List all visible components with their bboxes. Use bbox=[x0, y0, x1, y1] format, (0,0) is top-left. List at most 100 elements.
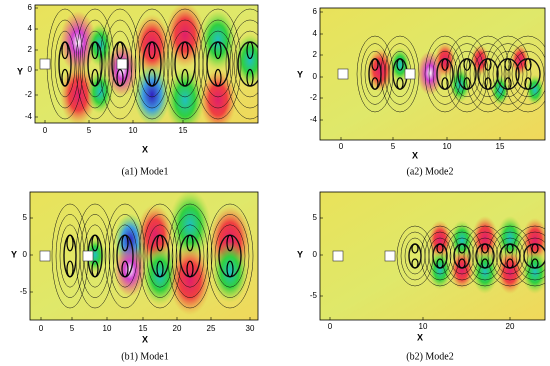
cylinder bbox=[39, 58, 51, 70]
streamline-core bbox=[186, 260, 194, 278]
vortex bbox=[165, 5, 205, 68]
streamline-core bbox=[181, 41, 189, 60]
streamline-core bbox=[148, 41, 156, 60]
y-tick-label: 5 bbox=[23, 213, 28, 222]
streamline bbox=[432, 50, 458, 98]
y-axis-label: Y bbox=[17, 66, 23, 76]
y-tick-label: -4 bbox=[310, 115, 318, 124]
streamline bbox=[519, 237, 545, 275]
streamline-core bbox=[524, 58, 532, 71]
streamline bbox=[198, 19, 238, 109]
streamline-core bbox=[214, 41, 222, 60]
streamline bbox=[441, 225, 483, 287]
streamline-core bbox=[246, 41, 254, 60]
streamline bbox=[107, 30, 133, 98]
y-axis-label: Y bbox=[297, 69, 303, 79]
streamline bbox=[54, 30, 76, 98]
cylinder bbox=[116, 58, 128, 70]
streamline bbox=[492, 50, 524, 98]
streamline-core bbox=[371, 58, 379, 71]
y-tick-label: 0 bbox=[28, 65, 33, 74]
streamline-core bbox=[121, 260, 129, 278]
streamline-core bbox=[116, 41, 124, 60]
streamline bbox=[467, 231, 503, 281]
x-tick-label: 10 bbox=[443, 142, 452, 151]
x-tick-label: 15 bbox=[179, 126, 188, 135]
streamline bbox=[503, 35, 545, 113]
x-axis-label: X bbox=[417, 332, 423, 342]
streamline-core bbox=[441, 58, 449, 71]
streamline-core bbox=[484, 58, 492, 71]
y-tick-label: -5 bbox=[310, 291, 318, 300]
streamline bbox=[142, 214, 178, 298]
streamline-core bbox=[436, 243, 444, 254]
panel: 6 4 2 0 -2 -4 0 5 10 15 X Y (a1) Mode1 bbox=[17, 3, 259, 177]
plot-frame bbox=[319, 191, 546, 321]
x-tick-label: 20 bbox=[173, 324, 182, 333]
streamline-core bbox=[246, 68, 254, 87]
streamline bbox=[511, 225, 545, 287]
streamline-core bbox=[66, 260, 74, 278]
x-tick-label: 5 bbox=[391, 142, 396, 151]
streamline-core bbox=[214, 68, 222, 87]
streamline-core bbox=[121, 234, 129, 252]
y-tick-label: 5 bbox=[313, 213, 318, 222]
streamline bbox=[214, 224, 246, 288]
streamline bbox=[511, 50, 545, 98]
vortex bbox=[522, 250, 545, 294]
streamline-core bbox=[531, 258, 539, 269]
streamline-core bbox=[506, 243, 514, 254]
y-axis-label: Y bbox=[11, 249, 17, 259]
vortex bbox=[169, 244, 211, 316]
streamline bbox=[175, 224, 205, 288]
streamline bbox=[484, 35, 532, 113]
streamline-core bbox=[411, 258, 419, 269]
streamline-core bbox=[463, 77, 471, 90]
streamline bbox=[515, 231, 545, 281]
streamline bbox=[449, 43, 485, 105]
streamline bbox=[229, 19, 258, 109]
streamline-core bbox=[181, 68, 189, 87]
cylinder bbox=[384, 250, 396, 262]
x-tick-label: 10 bbox=[103, 324, 112, 333]
plot bbox=[30, 192, 258, 320]
vortex bbox=[497, 250, 523, 294]
streamline bbox=[103, 19, 137, 109]
vortex bbox=[87, 70, 113, 114]
streamline bbox=[75, 203, 115, 309]
streamline bbox=[445, 231, 479, 281]
streamline bbox=[471, 237, 499, 275]
caption: (b2) Mode2 bbox=[406, 351, 454, 362]
streamline-core bbox=[396, 77, 404, 90]
vortex bbox=[450, 220, 474, 260]
vortex bbox=[169, 192, 211, 261]
vortex bbox=[472, 250, 498, 294]
streamline-core bbox=[371, 77, 379, 90]
vortex bbox=[199, 69, 237, 123]
streamline-core bbox=[436, 258, 444, 269]
streamline bbox=[130, 8, 174, 120]
caption: (a1) Mode1 bbox=[122, 166, 169, 177]
streamline-core bbox=[506, 258, 514, 269]
streamline bbox=[108, 214, 142, 298]
y-tick-label: -2 bbox=[310, 93, 318, 102]
streamline bbox=[424, 231, 456, 281]
streamline bbox=[428, 237, 452, 275]
streamline bbox=[233, 30, 258, 98]
streamline bbox=[449, 237, 475, 275]
y-tick-label: -5 bbox=[20, 287, 28, 296]
streamline bbox=[463, 225, 507, 287]
streamline-core bbox=[186, 234, 194, 252]
streamline bbox=[206, 203, 254, 309]
streamline bbox=[75, 8, 115, 120]
streamline-core bbox=[396, 58, 404, 71]
y-tick-label: 2 bbox=[28, 45, 33, 54]
streamline-core bbox=[116, 68, 124, 87]
streamline bbox=[194, 8, 242, 120]
y-tick-label: -2 bbox=[25, 90, 33, 99]
streamline-core bbox=[458, 243, 466, 254]
streamline-core bbox=[91, 260, 99, 278]
x-axis-label: X bbox=[142, 144, 148, 154]
streamline bbox=[420, 225, 460, 287]
